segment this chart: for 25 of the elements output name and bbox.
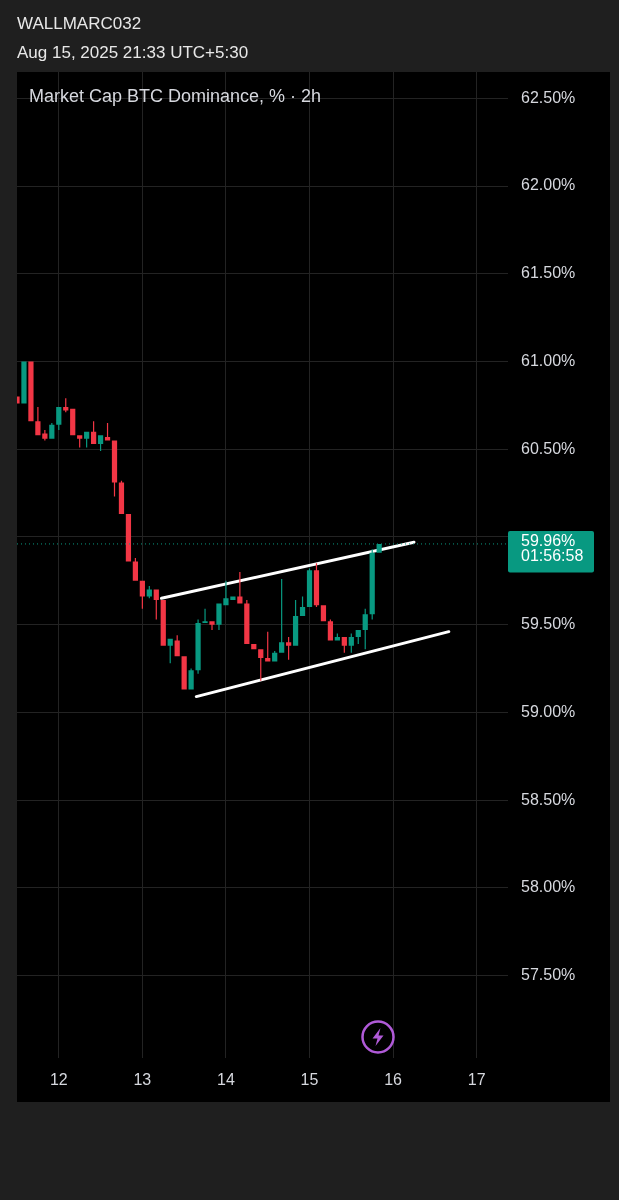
y-tick-label: 59.00% xyxy=(521,702,576,720)
x-tick-label: 15 xyxy=(300,1071,319,1089)
candlestick xyxy=(195,619,201,674)
x-tick-label: 17 xyxy=(467,1071,486,1089)
x-tick-label: 13 xyxy=(133,1071,152,1089)
y-tick-label: 58.50% xyxy=(521,790,576,808)
y-tick-label: 57.50% xyxy=(521,965,576,983)
x-tick-label: 14 xyxy=(217,1071,235,1089)
y-tick-label: 61.50% xyxy=(521,264,576,282)
y-tick-label: 61.00% xyxy=(521,351,576,369)
candlestick xyxy=(28,361,34,422)
text: Aug 15, 2025 21:33 UTC+5:30 xyxy=(17,42,249,64)
y-tick-label: 62.50% xyxy=(521,88,576,106)
candlestick xyxy=(209,621,215,630)
ref-line-label: 59.96% 01:56:58 xyxy=(521,531,584,565)
y-tick-label: 59.50% xyxy=(521,615,576,633)
y-tick-label: 58.00% xyxy=(521,878,576,896)
candlestick xyxy=(202,608,208,623)
candlestick xyxy=(21,361,27,404)
y-tick-label: 62.00% xyxy=(521,176,576,194)
text: WALLMARC032 xyxy=(17,13,143,35)
y-tick-label: 60.50% xyxy=(521,439,576,457)
x-tick-label: 16 xyxy=(384,1071,403,1089)
x-tick-label: 12 xyxy=(49,1071,68,1089)
text: Market Cap BTC Dominance, % · 2h xyxy=(29,85,322,106)
